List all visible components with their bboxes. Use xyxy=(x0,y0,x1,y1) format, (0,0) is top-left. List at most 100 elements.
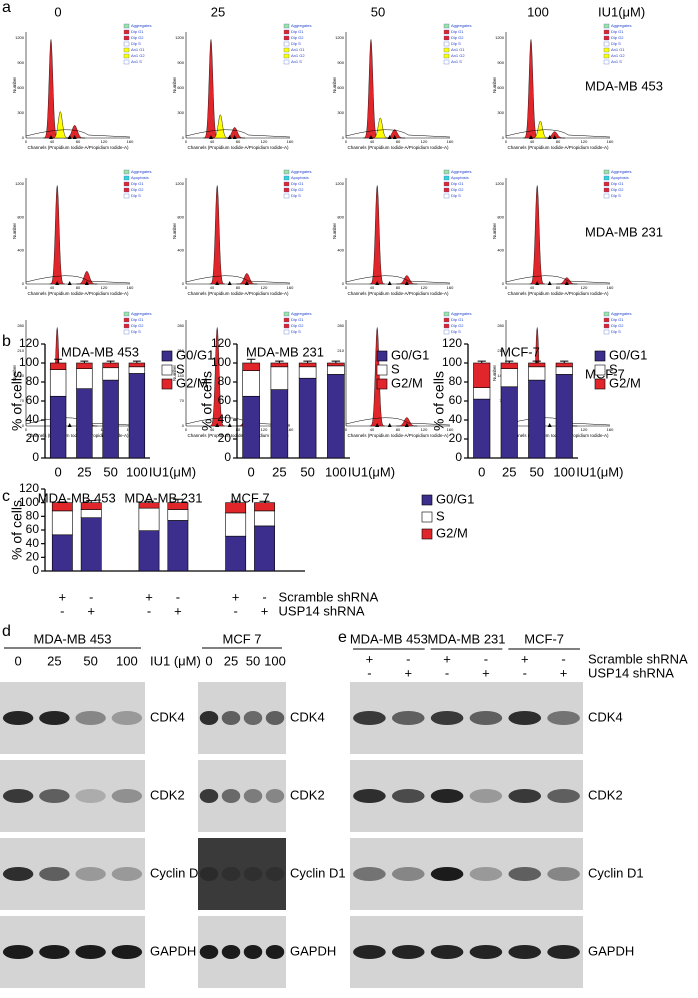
peak-marker xyxy=(84,281,89,285)
treatment-mark: + xyxy=(145,589,153,604)
panel-label: d xyxy=(2,623,11,640)
legend-label: An1 G2 xyxy=(451,53,465,58)
y-tick-label: 800 xyxy=(17,214,24,219)
x-tick-label: 160 xyxy=(447,285,454,290)
peak-marker xyxy=(535,281,540,285)
peak-marker xyxy=(227,281,232,285)
x-tick-label: 80 xyxy=(396,285,401,290)
legend-label: Dip G1 xyxy=(611,29,624,34)
histogram-peak xyxy=(369,185,385,285)
x-tick-label: 0 xyxy=(345,427,348,432)
legend-swatch xyxy=(603,311,610,317)
legend-label: Dip S xyxy=(131,329,141,334)
error-bar xyxy=(477,360,486,363)
lane-label: 100 xyxy=(264,653,286,668)
legend-label: Apoptosis xyxy=(451,175,469,180)
blot-band xyxy=(391,711,425,725)
error-bar xyxy=(331,360,341,363)
bar-segment xyxy=(555,362,573,368)
y-tick-label: 140 xyxy=(177,373,184,378)
legend-label: Aggregates xyxy=(291,169,311,174)
y-tick-label: 1200 xyxy=(175,35,185,40)
blot-band xyxy=(111,711,143,725)
x-tick-label: 25 xyxy=(502,464,516,479)
bar-segment xyxy=(76,388,93,459)
x-tick-label: 40 xyxy=(210,427,215,432)
legend-label: G0/G1 xyxy=(609,347,647,362)
treatment-mark: + xyxy=(560,665,568,680)
legend-label: Dip G2 xyxy=(451,187,464,192)
lane-label: 100 xyxy=(116,653,138,668)
x-tick-label: 160 xyxy=(127,285,134,290)
y-tick-label: 280 xyxy=(17,323,24,328)
y-axis-label: % of cells xyxy=(431,371,447,431)
x-tick-label: 0 xyxy=(345,139,348,144)
bar-segment xyxy=(327,374,345,459)
y-tick-label: 0 xyxy=(182,423,185,428)
legend-label: Dip G1 xyxy=(291,29,304,34)
x-axis-label: Channels (Propidium Iodide-A/Propidium I… xyxy=(507,291,609,296)
bar-segment xyxy=(51,510,73,536)
histogram-outline xyxy=(505,129,611,138)
bar-segment xyxy=(128,362,146,368)
peak-marker xyxy=(48,135,53,139)
y-axis-label: % of cells xyxy=(9,500,25,560)
blot-band xyxy=(353,789,386,803)
legend-label: S xyxy=(436,508,445,523)
legend-label: Dip S xyxy=(451,193,461,198)
peak-marker xyxy=(547,135,552,139)
x-tick-label: 100 xyxy=(553,464,575,479)
x-tick-label: 160 xyxy=(447,427,454,432)
x-axis-label: Channels (Propidium Iodide-A/Propidium I… xyxy=(347,291,449,296)
blot-band xyxy=(353,945,386,959)
y-tick-label: 120 xyxy=(19,336,39,350)
y-tick-label: 20 xyxy=(218,431,232,445)
y-tick-label: 40 xyxy=(449,412,463,426)
bar-segment xyxy=(76,362,93,369)
legend-label: Dip G2 xyxy=(131,35,144,40)
legend-label: Dip S xyxy=(451,329,461,334)
histogram-outline xyxy=(25,275,131,284)
x-tick-label: 50 xyxy=(530,464,544,479)
x-tick-label: 0 xyxy=(185,285,188,290)
protein-label: CDK2 xyxy=(290,787,325,802)
legend-swatch xyxy=(283,23,290,29)
histogram-outline xyxy=(505,275,611,284)
error-bar xyxy=(505,360,514,363)
blot-band xyxy=(353,711,386,725)
legend-swatch xyxy=(603,317,610,323)
legend-label: Dip S xyxy=(291,41,301,46)
x-tick-label: 40 xyxy=(530,285,535,290)
bar-segment xyxy=(298,362,317,368)
lane-label: 50 xyxy=(246,653,260,668)
y-tick-label: 60 xyxy=(26,522,40,536)
legend-label: Dip G2 xyxy=(131,323,144,328)
blot-band xyxy=(2,867,34,881)
x-tick-label: 80 xyxy=(236,139,241,144)
y-axis-label: Number xyxy=(12,77,17,94)
blot-band xyxy=(469,711,503,725)
treatment-label: Scramble shRNA xyxy=(588,651,688,666)
legend-label: An1 S xyxy=(611,59,622,64)
legend-swatch xyxy=(421,511,433,523)
legend-swatch xyxy=(594,378,606,390)
legend-label: Dip G2 xyxy=(451,323,464,328)
legend-swatch xyxy=(443,47,450,53)
dose-unit: IU1(μM) xyxy=(598,4,645,19)
x-tick-label: 40 xyxy=(370,427,375,432)
histogram-peak xyxy=(43,39,59,139)
legend-swatch xyxy=(443,193,450,199)
blot-band xyxy=(391,789,425,803)
legend-swatch xyxy=(283,35,290,41)
bar-segment xyxy=(254,510,275,527)
y-tick-label: 0 xyxy=(342,281,345,286)
dose-label: 0 xyxy=(54,4,61,19)
bar-segment xyxy=(254,525,275,572)
legend-label: Aggregates xyxy=(291,23,311,28)
x-axis-label: Channels (Propidium Iodide-A/Propidium I… xyxy=(507,145,609,150)
legend-swatch xyxy=(283,47,290,53)
legend-label: Dip G2 xyxy=(291,323,304,328)
legend-swatch xyxy=(603,169,610,175)
bar-segment xyxy=(270,362,289,368)
y-tick-label: 0 xyxy=(32,450,39,464)
